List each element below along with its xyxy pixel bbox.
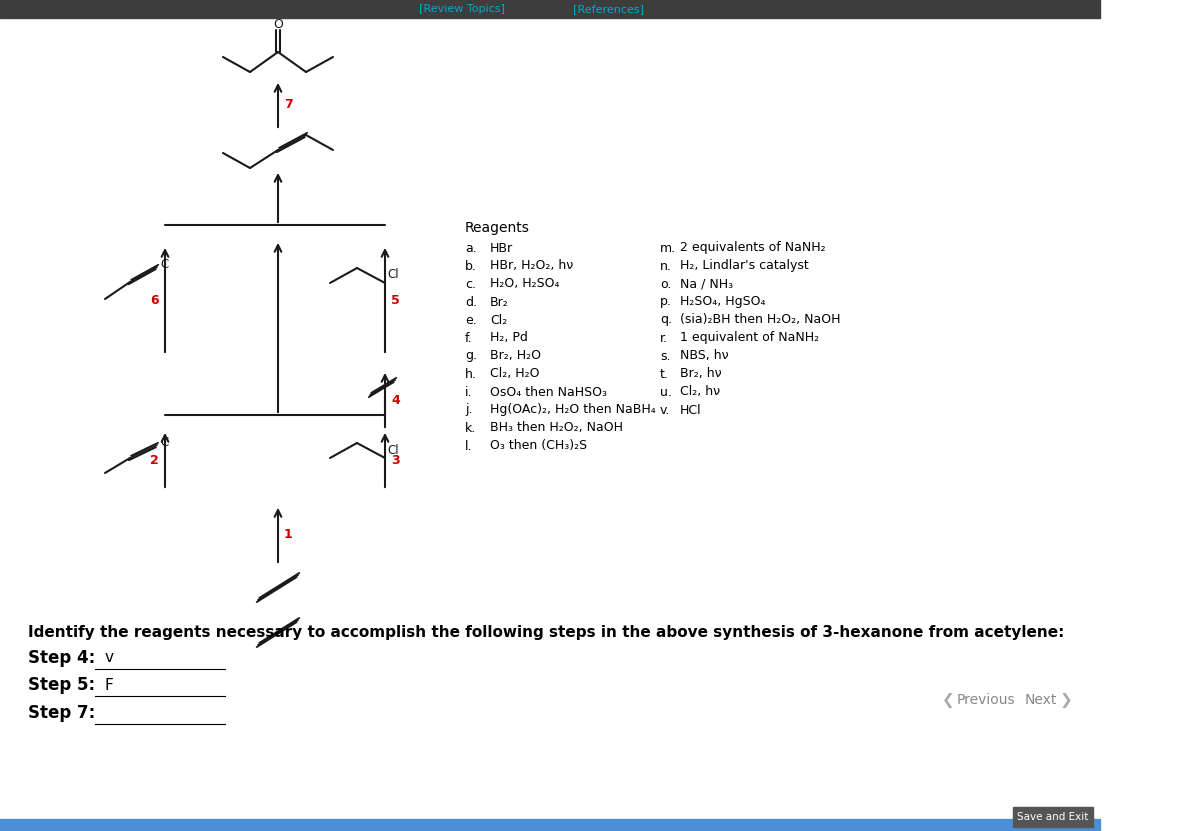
Text: H₂, Pd: H₂, Pd bbox=[490, 332, 528, 345]
Text: 1: 1 bbox=[284, 529, 293, 542]
Text: a.: a. bbox=[466, 242, 476, 254]
Text: q.: q. bbox=[660, 313, 672, 327]
Text: HBr, H₂O₂, hν: HBr, H₂O₂, hν bbox=[490, 259, 574, 273]
Text: v: v bbox=[106, 651, 114, 666]
Text: H₂, Lindlar's catalyst: H₂, Lindlar's catalyst bbox=[680, 259, 809, 273]
Text: BH₃ then H₂O₂, NaOH: BH₃ then H₂O₂, NaOH bbox=[490, 421, 623, 435]
Text: 3: 3 bbox=[391, 454, 400, 466]
Text: (sia)₂BH then H₂O₂, NaOH: (sia)₂BH then H₂O₂, NaOH bbox=[680, 313, 840, 327]
Text: Cl: Cl bbox=[386, 268, 398, 282]
Text: Cl: Cl bbox=[386, 444, 398, 456]
Text: F: F bbox=[106, 677, 114, 692]
Text: C: C bbox=[160, 258, 168, 272]
Text: H₂O, H₂SO₄: H₂O, H₂SO₄ bbox=[490, 278, 559, 291]
Bar bbox=[0, 0, 1100, 18]
Text: Save and Exit: Save and Exit bbox=[1018, 812, 1088, 822]
Text: HCl: HCl bbox=[680, 404, 702, 416]
Text: 7: 7 bbox=[284, 99, 293, 111]
Text: v.: v. bbox=[660, 404, 671, 416]
Text: Previous: Previous bbox=[958, 693, 1015, 707]
Text: b.: b. bbox=[466, 259, 476, 273]
Text: l.: l. bbox=[466, 440, 473, 453]
Text: e.: e. bbox=[466, 313, 476, 327]
Text: 2 equivalents of NaNH₂: 2 equivalents of NaNH₂ bbox=[680, 242, 826, 254]
Text: ❯: ❯ bbox=[1060, 692, 1073, 707]
Text: h.: h. bbox=[466, 367, 476, 381]
Text: C: C bbox=[160, 436, 168, 450]
Text: Step 5:: Step 5: bbox=[28, 676, 95, 694]
Text: Br₂, H₂O: Br₂, H₂O bbox=[490, 350, 541, 362]
Text: o.: o. bbox=[660, 278, 671, 291]
Text: Br₂, hν: Br₂, hν bbox=[680, 367, 721, 381]
Text: 1 equivalent of NaNH₂: 1 equivalent of NaNH₂ bbox=[680, 332, 820, 345]
Text: k.: k. bbox=[466, 421, 476, 435]
Text: m.: m. bbox=[660, 242, 676, 254]
Text: j.: j. bbox=[466, 404, 473, 416]
Bar bbox=[1013, 807, 1093, 827]
Text: 5: 5 bbox=[391, 293, 400, 307]
Text: H₂SO₄, HgSO₄: H₂SO₄, HgSO₄ bbox=[680, 296, 766, 308]
Text: Step 7:: Step 7: bbox=[28, 704, 95, 722]
Text: Cl₂, H₂O: Cl₂, H₂O bbox=[490, 367, 540, 381]
Text: Step 4:: Step 4: bbox=[28, 649, 95, 667]
Text: p.: p. bbox=[660, 296, 672, 308]
Text: Reagents: Reagents bbox=[466, 221, 530, 235]
Text: Hg(OAc)₂, H₂O then NaBH₄: Hg(OAc)₂, H₂O then NaBH₄ bbox=[490, 404, 655, 416]
Text: s.: s. bbox=[660, 350, 671, 362]
Text: OsO₄ then NaHSO₃: OsO₄ then NaHSO₃ bbox=[490, 386, 607, 399]
Text: r.: r. bbox=[660, 332, 668, 345]
Text: Cl₂: Cl₂ bbox=[490, 313, 508, 327]
Text: ❮: ❮ bbox=[942, 692, 955, 707]
Text: O: O bbox=[274, 18, 283, 32]
Text: d.: d. bbox=[466, 296, 478, 308]
Text: u.: u. bbox=[660, 386, 672, 399]
Text: 4: 4 bbox=[391, 394, 400, 406]
Text: n.: n. bbox=[660, 259, 672, 273]
Text: [References]: [References] bbox=[572, 4, 643, 14]
Text: 6: 6 bbox=[150, 293, 158, 307]
Text: t.: t. bbox=[660, 367, 668, 381]
Text: g.: g. bbox=[466, 350, 478, 362]
Text: NBS, hν: NBS, hν bbox=[680, 350, 728, 362]
Text: Br₂: Br₂ bbox=[490, 296, 509, 308]
Text: Next: Next bbox=[1025, 693, 1057, 707]
Text: [Review Topics]: [Review Topics] bbox=[419, 4, 505, 14]
Text: i.: i. bbox=[466, 386, 473, 399]
Text: O₃ then (CH₃)₂S: O₃ then (CH₃)₂S bbox=[490, 440, 587, 453]
Text: Identify the reagents necessary to accomplish the following steps in the above s: Identify the reagents necessary to accom… bbox=[28, 625, 1064, 640]
Text: c.: c. bbox=[466, 278, 476, 291]
Text: Na / NH₃: Na / NH₃ bbox=[680, 278, 733, 291]
Bar bbox=[0, 819, 1100, 831]
Text: Cl₂, hν: Cl₂, hν bbox=[680, 386, 720, 399]
Text: HBr: HBr bbox=[490, 242, 514, 254]
Text: 2: 2 bbox=[150, 454, 158, 466]
Text: f.: f. bbox=[466, 332, 473, 345]
